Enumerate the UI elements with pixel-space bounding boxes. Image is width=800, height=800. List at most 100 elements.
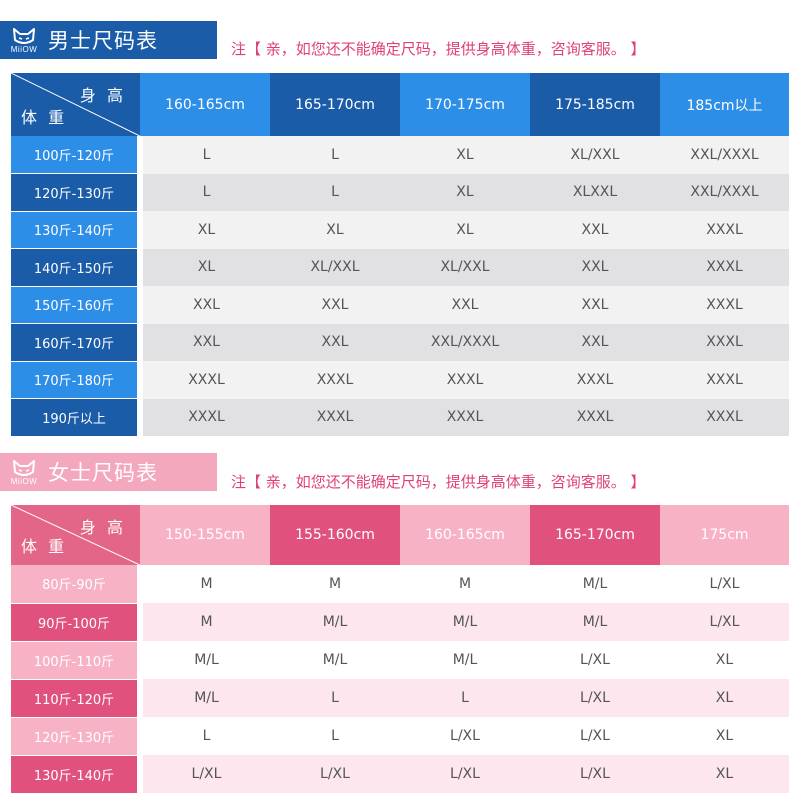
weight-row-header: 140斤-150斤: [11, 248, 143, 287]
men-title: 男士尺码表: [48, 29, 158, 53]
size-cell: XXXL: [660, 323, 789, 361]
weight-row-header: 120斤-130斤: [11, 717, 143, 756]
size-cell: XXXL: [400, 398, 530, 436]
size-cell: L: [270, 717, 400, 755]
height-column-header: 160-165cm: [400, 505, 530, 565]
header-row: 身 高体 重 150-155cm 155-160cm 160-165cm 165-170…: [11, 505, 789, 565]
size-cell: XL: [140, 248, 270, 286]
size-cell: XXL: [270, 286, 400, 324]
weight-label: 体 重: [21, 537, 68, 556]
height-column-header: 165-170cm: [530, 505, 660, 565]
women-size-table: 身 高体 重 150-155cm 155-160cm 160-165cm 165-170…: [11, 505, 789, 794]
size-cell: M/L: [270, 603, 400, 641]
size-cell: L/XL: [400, 717, 530, 755]
size-cell: XXXL: [140, 361, 270, 399]
men-note: 注【 亲，如您还不能确定尺码，提供身高体重，咨询客服。 】: [231, 40, 646, 58]
size-cell: L/XL: [530, 641, 660, 679]
table-row: 100斤-120斤 L L XL XL/XXL XXL/XXXL: [11, 136, 789, 174]
size-cell: XL: [660, 679, 789, 717]
size-cell: XL/XXL: [530, 136, 660, 174]
size-cell: XXXL: [660, 211, 789, 249]
table-row: 120斤-130斤 L L XL XLXXL XXL/XXXL: [11, 173, 789, 212]
size-cell: L/XL: [660, 603, 789, 641]
cat-logo: MiiOW: [0, 27, 48, 54]
size-cell: M/L: [530, 565, 660, 603]
size-cell: XXL: [530, 286, 660, 324]
size-cell: M: [140, 603, 270, 641]
weight-label: 体 重: [21, 108, 68, 127]
size-cell: M/L: [530, 603, 660, 641]
size-cell: L/XL: [530, 755, 660, 793]
weight-row-header: 80斤-90斤: [11, 565, 143, 604]
size-cell: XL: [660, 641, 789, 679]
cat-logo: MiiOW: [0, 459, 48, 486]
table-row: 130斤-140斤 L/XL L/XL L/XL L/XL XL: [11, 755, 789, 794]
women-title: 女士尺码表: [48, 461, 158, 485]
size-cell: M/L: [140, 679, 270, 717]
table-row: 80斤-90斤 M M M M/L L/XL: [11, 565, 789, 604]
size-cell: M: [270, 565, 400, 603]
size-cell: XXXL: [270, 361, 400, 399]
size-cell: XXL: [400, 286, 530, 324]
size-cell: XXXL: [530, 361, 660, 399]
size-cell: XXL/XXXL: [660, 173, 789, 211]
size-cell: XXXL: [660, 248, 789, 286]
size-cell: XL/XXL: [270, 248, 400, 286]
table-row: 160斤-170斤 XXL XXL XXL/XXXL XXL XXXL: [11, 323, 789, 362]
height-column-header: 150-155cm: [140, 505, 270, 565]
table-row: 100斤-110斤 M/L M/L M/L L/XL XL: [11, 641, 789, 680]
size-cell: L/XL: [660, 565, 789, 603]
weight-row-header: 190斤以上: [11, 398, 143, 437]
women-note: 注【 亲，如您还不能确定尺码，提供身高体重，咨询客服。 】: [231, 473, 646, 491]
size-cell: L/XL: [140, 755, 270, 793]
size-cell: XXXL: [660, 361, 789, 399]
size-cell: XL: [660, 755, 789, 793]
height-column-header: 160-165cm: [140, 73, 270, 136]
size-cell: XXXL: [530, 398, 660, 436]
diagonal-divider: [11, 505, 140, 565]
size-cell: L: [140, 717, 270, 755]
size-cell: M: [400, 565, 530, 603]
logo-text: MiiOW: [10, 476, 38, 486]
weight-row-header: 90斤-100斤: [11, 603, 143, 642]
men-title-bar: MiiOW 男士尺码表: [0, 21, 217, 59]
header-row: 身 高体 重 160-165cm 165-170cm 170-175cm 175-185…: [11, 73, 789, 136]
table-row: 140斤-150斤 XL XL/XXL XL/XXL XXL XXXL: [11, 248, 789, 287]
cat-logo-icon: [13, 459, 35, 476]
size-cell: L/XL: [530, 717, 660, 755]
weight-row-header: 130斤-140斤: [11, 211, 143, 249]
table-row: 190斤以上 XXXL XXXL XXXL XXXL XXXL: [11, 398, 789, 437]
size-cell: XXXL: [660, 398, 789, 436]
cat-logo-icon: [13, 27, 35, 44]
size-cell: M/L: [270, 641, 400, 679]
size-cell: XXL: [270, 323, 400, 361]
size-cell: M: [140, 565, 270, 603]
table-row: 170斤-180斤 XXXL XXXL XXXL XXXL XXXL: [11, 361, 789, 399]
table-row: 110斤-120斤 M/L L L L/XL XL: [11, 679, 789, 718]
weight-row-header: 100斤-110斤: [11, 641, 143, 680]
size-cell: XXL: [140, 286, 270, 324]
size-cell: L: [400, 679, 530, 717]
logo-text: MiiOW: [10, 44, 38, 54]
height-column-header: 155-160cm: [270, 505, 400, 565]
size-cell: XL: [400, 211, 530, 249]
table-row: 90斤-100斤 M M/L M/L M/L L/XL: [11, 603, 789, 642]
corner-header: 身 高体 重: [11, 73, 140, 136]
size-cell: XL: [400, 136, 530, 174]
size-cell: M/L: [400, 603, 530, 641]
size-cell: XL: [400, 173, 530, 211]
size-cell: XXL/XXXL: [660, 136, 789, 174]
size-cell: XXL: [530, 248, 660, 286]
height-label: 身 高: [79, 86, 126, 105]
women-title-bar: MiiOW 女士尺码表: [0, 453, 217, 491]
table-row: 130斤-140斤 XL XL XL XXL XXXL: [11, 211, 789, 249]
size-cell: XXXL: [400, 361, 530, 399]
height-column-header: 185cm以上: [660, 73, 789, 136]
weight-row-header: 170斤-180斤: [11, 361, 143, 399]
weight-row-header: 130斤-140斤: [11, 755, 143, 794]
size-cell: L: [270, 136, 400, 174]
size-cell: XXL: [140, 323, 270, 361]
size-cell: L: [270, 679, 400, 717]
size-cell: M/L: [140, 641, 270, 679]
size-cell: XXXL: [660, 286, 789, 324]
